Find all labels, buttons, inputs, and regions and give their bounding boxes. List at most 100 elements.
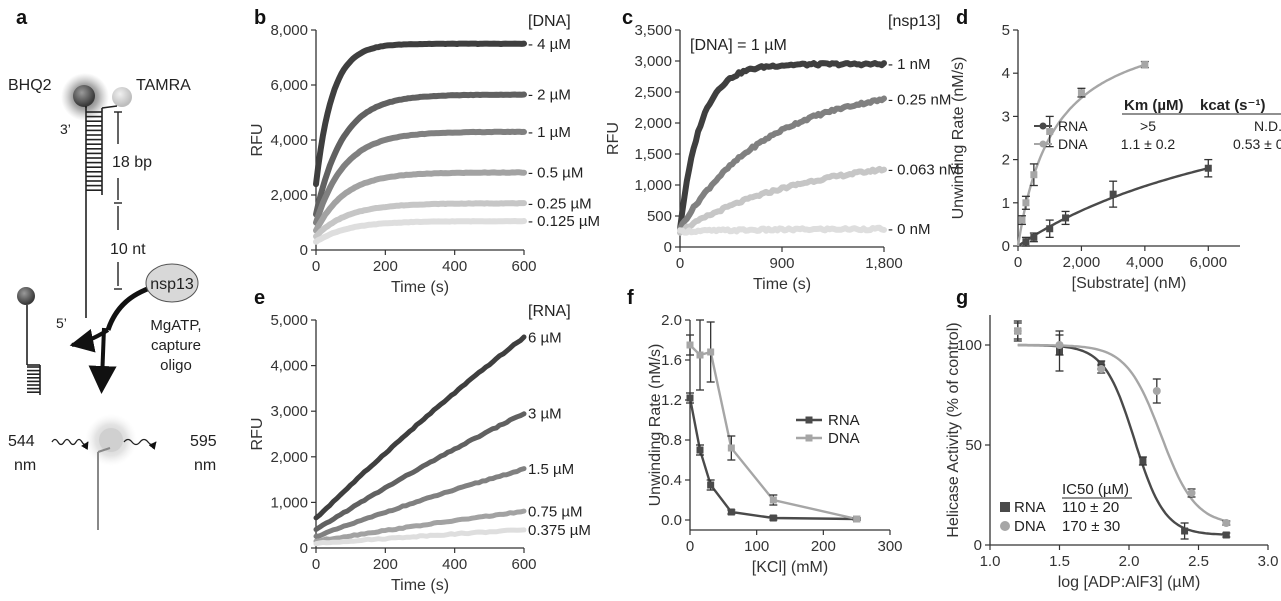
fluorophore-sphere-icon bbox=[112, 87, 132, 107]
y-tick-label: 1 bbox=[1002, 195, 1010, 212]
x-axis-label: [KCl] (mM) bbox=[752, 559, 828, 576]
excitation-value: 544 bbox=[8, 433, 35, 450]
fit-curve bbox=[1018, 345, 1227, 534]
down-arrow bbox=[102, 328, 104, 380]
x-tick-label: 4,000 bbox=[1126, 254, 1164, 271]
series-label: - 4 µM bbox=[528, 36, 571, 53]
y-axis-label: Unwinding Rate (nM/s) bbox=[647, 344, 664, 507]
x-tick-label: 0 bbox=[312, 258, 320, 275]
y-tick-label: 2 bbox=[1002, 152, 1010, 169]
y-tick-label: 8,000 bbox=[270, 22, 308, 39]
legend-title: [nsp13] bbox=[888, 13, 940, 30]
y-tick-label: 0.0 bbox=[661, 512, 682, 529]
panel-letter-d: d bbox=[956, 7, 968, 29]
y-tick-label: 4,000 bbox=[270, 358, 308, 375]
series-label: - 0.25 µM bbox=[528, 195, 592, 212]
data-point bbox=[1078, 89, 1085, 96]
data-point bbox=[1022, 199, 1029, 206]
ic50-value: 170 ± 30 bbox=[1062, 518, 1120, 535]
data-point bbox=[1205, 165, 1212, 172]
x-tick-label: 600 bbox=[511, 556, 536, 573]
ic50-header: IC50 (µM) bbox=[1062, 481, 1129, 498]
legend-label: RNA bbox=[828, 412, 860, 429]
data-point bbox=[1014, 327, 1022, 335]
x-axis-label: Time (s) bbox=[391, 279, 449, 296]
x-axis-label: [Substrate] (nM) bbox=[1072, 275, 1187, 292]
legend-label: DNA bbox=[1014, 518, 1046, 535]
x-tick-label: 0 bbox=[1014, 254, 1022, 271]
x-tick-label: 3.0 bbox=[1258, 553, 1279, 570]
y-tick-label: 0.8 bbox=[661, 432, 682, 449]
data-point bbox=[687, 342, 694, 349]
x-tick-label: 1,800 bbox=[865, 255, 903, 272]
panel-g-chart: g 1.0 1.5 2.0 2.5 3.0 0 50 100 log [ADP:AlF3] (µM… bbox=[945, 287, 1278, 591]
y-tick-label: 1,000 bbox=[270, 494, 308, 511]
kcat-value: 0.53 ± 0.03 bbox=[1233, 136, 1281, 152]
series-label: - 0.063 nM bbox=[888, 161, 960, 178]
y-tick-label: 0 bbox=[300, 540, 308, 557]
duplex-base-pairs bbox=[86, 112, 102, 190]
y-axis-label: RFU bbox=[605, 122, 622, 155]
cofactor-line-2: capture bbox=[151, 337, 201, 354]
y-tick-label: 3 bbox=[1002, 108, 1010, 125]
y-tick-label: 2,000 bbox=[634, 115, 672, 132]
y-tick-label: 5,000 bbox=[270, 312, 308, 329]
data-point bbox=[1181, 528, 1188, 535]
five-prime-label: 5’ bbox=[56, 315, 67, 331]
x-tick-label: 600 bbox=[511, 258, 536, 275]
km-header: Km (µM) bbox=[1124, 97, 1183, 114]
series-label: 6 µM bbox=[528, 329, 562, 346]
data-point bbox=[1062, 214, 1069, 221]
x-tick-label: 2.5 bbox=[1188, 553, 1209, 570]
legend-title: [DNA] bbox=[528, 13, 571, 30]
legend-marker bbox=[1000, 521, 1010, 531]
series-label: - 0.25 nM bbox=[888, 92, 951, 109]
x-tick-label: 400 bbox=[442, 258, 467, 275]
duplex-length-label: 18 bp bbox=[112, 154, 152, 171]
legend-label: DNA bbox=[828, 430, 860, 447]
data-point bbox=[1030, 171, 1037, 178]
y-axis-label: RFU bbox=[249, 124, 266, 157]
legend-marker bbox=[1040, 141, 1047, 148]
three-prime-label: 3’ bbox=[60, 121, 71, 137]
data-point bbox=[687, 395, 694, 402]
y-tick-label: 0.4 bbox=[661, 472, 682, 489]
y-tick-label: 1,500 bbox=[634, 146, 672, 163]
data-point bbox=[707, 482, 714, 489]
data-point bbox=[1188, 489, 1196, 497]
x-tick-label: 200 bbox=[811, 538, 836, 555]
series-label: - 1 nM bbox=[888, 56, 931, 73]
km-value: >5 bbox=[1140, 118, 1156, 134]
series-label: - 1 µM bbox=[528, 124, 571, 141]
y-tick-label: 1,000 bbox=[634, 177, 672, 194]
emission-value: 595 bbox=[190, 433, 217, 450]
data-point bbox=[1141, 61, 1148, 68]
released-quencher-icon bbox=[17, 287, 35, 305]
kcat-header: kcat (s⁻¹) bbox=[1200, 97, 1265, 114]
y-tick-label: 2.0 bbox=[661, 312, 682, 329]
x-tick-label: 100 bbox=[744, 538, 769, 555]
data-point bbox=[728, 509, 735, 516]
x-tick-label: 0 bbox=[312, 556, 320, 573]
y-tick-label: 3,000 bbox=[634, 53, 672, 70]
emission-unit: nm bbox=[194, 457, 216, 474]
released-strand bbox=[27, 305, 40, 395]
y-tick-label: 2,000 bbox=[270, 449, 308, 466]
data-point bbox=[1139, 458, 1146, 465]
y-axis-label: Unwinding Rate (nM/s) bbox=[950, 57, 967, 220]
panel-letter-f: f bbox=[627, 287, 634, 309]
y-tick-label: 3,500 bbox=[634, 22, 672, 39]
y-tick-label: 4,000 bbox=[270, 132, 308, 149]
data-point bbox=[1153, 387, 1161, 395]
series-line bbox=[316, 221, 524, 242]
y-tick-label: 2,500 bbox=[634, 84, 672, 101]
excitation-wave-icon bbox=[52, 440, 88, 445]
y-tick-label: 2,000 bbox=[270, 187, 308, 204]
fluorophore-label: TAMRA bbox=[136, 77, 191, 94]
series-label: 1.5 µM bbox=[528, 461, 574, 478]
x-axis-label: log [ADP:AlF3] (µM) bbox=[1058, 574, 1201, 591]
panel-f-chart: f 0 100 200 300 0.0 0.4 0.8 1.2 1.6 2.0 [KCl] (mM) U… bbox=[627, 287, 903, 576]
x-axis-label: Time (s) bbox=[391, 577, 449, 594]
series-label: - 0 nM bbox=[888, 221, 931, 238]
